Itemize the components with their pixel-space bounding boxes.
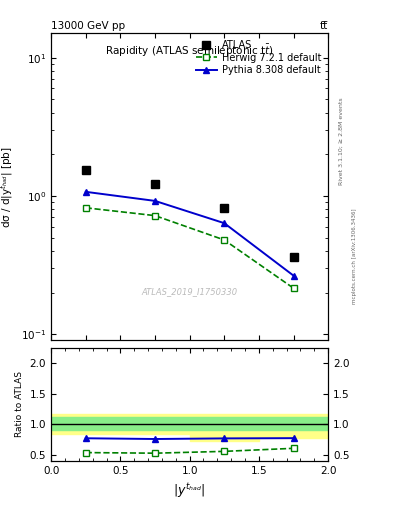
Text: ATLAS_2019_I1750330: ATLAS_2019_I1750330 — [141, 287, 238, 296]
Herwig 7.2.1 default — [152, 212, 157, 219]
Text: Rivet 3.1.10; ≥ 2.8M events: Rivet 3.1.10; ≥ 2.8M events — [339, 97, 344, 185]
ATLAS — [222, 205, 227, 211]
Line: ATLAS: ATLAS — [82, 166, 298, 261]
Line: Pythia 8.308 default: Pythia 8.308 default — [83, 189, 297, 279]
Text: mcplots.cern.ch [arXiv:1306.3436]: mcplots.cern.ch [arXiv:1306.3436] — [352, 208, 357, 304]
Text: tt̅: tt̅ — [320, 20, 328, 31]
Y-axis label: Ratio to ATLAS: Ratio to ATLAS — [15, 372, 24, 437]
Legend: ATLAS, Herwig 7.2.1 default, Pythia 8.308 default: ATLAS, Herwig 7.2.1 default, Pythia 8.30… — [194, 38, 323, 77]
Herwig 7.2.1 default — [83, 205, 88, 211]
ATLAS — [291, 254, 296, 260]
ATLAS — [83, 166, 88, 173]
X-axis label: $|y^{t_{had}}|$: $|y^{t_{had}}|$ — [173, 481, 206, 500]
Pythia 8.308 default — [83, 189, 88, 195]
Herwig 7.2.1 default — [291, 285, 296, 291]
Herwig 7.2.1 default — [222, 237, 227, 243]
ATLAS — [152, 181, 157, 187]
Pythia 8.308 default — [291, 272, 296, 279]
Text: Rapidity (ATLAS semileptonic t$\bar{t}$): Rapidity (ATLAS semileptonic t$\bar{t}$) — [105, 42, 274, 58]
Text: 13000 GeV pp: 13000 GeV pp — [51, 20, 125, 31]
Line: Herwig 7.2.1 default: Herwig 7.2.1 default — [83, 205, 297, 291]
Y-axis label: dσ / d|y$^{t_{had}}$| [pb]: dσ / d|y$^{t_{had}}$| [pb] — [0, 146, 15, 228]
Pythia 8.308 default — [222, 220, 227, 226]
Pythia 8.308 default — [152, 198, 157, 204]
